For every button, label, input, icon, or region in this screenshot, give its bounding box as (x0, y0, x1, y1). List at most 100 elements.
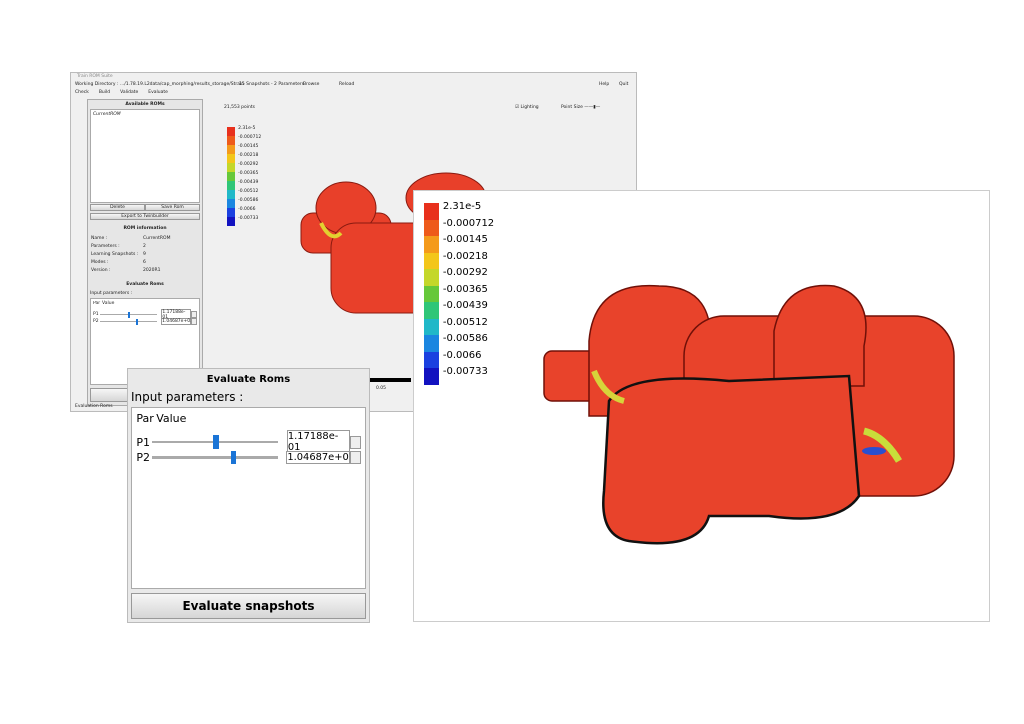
colorbar-cell (227, 199, 236, 208)
param-header: Par Value (91, 299, 199, 311)
slider-thumb[interactable] (230, 450, 237, 465)
colorbar-cell (227, 217, 236, 226)
browse-button[interactable]: Browse (303, 82, 320, 87)
param-value[interactable]: 1.17188e-01 (286, 430, 350, 455)
spin[interactable] (349, 450, 361, 464)
spin[interactable] (191, 311, 197, 318)
info-key: Learning Snapshots : (91, 252, 139, 257)
param-value[interactable]: 1.04687e+01 (286, 450, 356, 464)
info-row: Learning Snapshots : 9 (91, 252, 199, 260)
scale-label: 0.05 (376, 386, 387, 391)
param-header: Par Value (132, 408, 365, 434)
colorbar-cell (424, 335, 439, 352)
section-title: Available ROMs (125, 102, 165, 107)
colorbar-label: -0.00145 (238, 144, 259, 150)
param-value[interactable]: 1.04687e+01 (161, 318, 193, 325)
slider-thumb[interactable] (213, 435, 219, 449)
side-panel: Available ROMs CurrentROM Delete Save Ro… (87, 99, 203, 406)
colorbar-label: -0.00733 (442, 366, 488, 378)
colorbar-label: -0.00586 (442, 333, 488, 345)
point-size[interactable]: Point Size ——▮— (561, 105, 601, 110)
colorbar-cell (227, 163, 236, 172)
evaluate-button[interactable]: Evaluate snapshots (131, 593, 366, 619)
viewer-zoom: 2.31e-5 -0.000712 -0.00145 -0.00218 -0.00292… (413, 190, 990, 622)
colorbar-label: 2.31e-5 (238, 126, 256, 132)
colorbar-cell (424, 203, 439, 220)
colorbar-cell (227, 208, 236, 217)
input-label: Input parameters : (131, 390, 244, 404)
snapshot-count: 15 Snapshots - 2 Parameters (239, 82, 305, 87)
param-row: P1 1.17188e-01 (132, 430, 365, 455)
colorbar-cell (424, 368, 439, 385)
colorbar-cell (424, 318, 439, 335)
colorbar-label: -0.00218 (238, 153, 259, 159)
colorbar-cell (227, 145, 236, 154)
slider[interactable] (99, 318, 158, 325)
delete-button[interactable]: Delete (90, 204, 145, 211)
slider-thumb[interactable] (135, 318, 139, 325)
header-cell: Value (102, 301, 115, 306)
info-value: 2020R1 (143, 268, 161, 273)
rom-info: Name : CurrentROM Parameters : 2 Learning Sn… (91, 236, 199, 276)
param-name: P1 (93, 312, 99, 317)
help-button[interactable]: Help (599, 82, 610, 87)
reload-button[interactable]: Reload (339, 82, 355, 87)
colorbar-label: -0.00292 (442, 267, 488, 279)
colorbar-cell (227, 127, 236, 136)
evaluate-panel-zoom: Evaluate Roms Input parameters : Par Valu… (127, 368, 370, 623)
colorbar-label: -0.00365 (238, 171, 259, 177)
header-cell: Par (93, 301, 101, 306)
colorbar-label: -0.00439 (442, 300, 488, 312)
model (543, 284, 955, 545)
colorbar-label: -0.0066 (238, 207, 256, 213)
tab[interactable]: Validate (120, 90, 139, 95)
point-count: 21,553 points (224, 105, 255, 110)
tab[interactable]: Evaluate (148, 90, 168, 95)
section-title: Evaluate Roms (206, 374, 291, 385)
slider[interactable] (99, 311, 158, 318)
slider[interactable] (151, 435, 279, 449)
spin[interactable] (191, 318, 197, 325)
header-cell: Value (156, 412, 187, 426)
colorbar-label: -0.0066 (442, 349, 482, 361)
lighting-label: Lighting (520, 105, 539, 110)
colorbar-label: -0.00145 (442, 234, 488, 246)
working-directory: Working Directory : .../1.78.19.L2data/c… (75, 82, 245, 87)
colorbar-label: -0.000712 (238, 135, 262, 141)
info-value: 2 (143, 244, 146, 249)
input-label: Input parameters : (90, 291, 133, 296)
point-size-label: Point Size (561, 105, 583, 110)
export-button[interactable]: Export to Twinbuilder (90, 213, 200, 220)
quit-button[interactable]: Quit (619, 82, 629, 87)
colorbar-label: -0.00512 (238, 189, 259, 195)
rom-list[interactable]: CurrentROM (90, 109, 200, 203)
slider-thumb[interactable] (127, 311, 131, 318)
colorbar-label: -0.00292 (238, 162, 259, 168)
lighting-checkbox[interactable]: ☑ Lighting (515, 105, 539, 110)
colorbar-cell (227, 136, 236, 145)
colorbar-label: -0.000712 (442, 217, 495, 229)
param-row: P2 1.04687e+01 (132, 450, 365, 465)
spin[interactable] (349, 435, 361, 449)
info-key: Name : (91, 236, 108, 241)
info-row: Name : CurrentROM (91, 236, 199, 244)
tab[interactable]: Check (75, 90, 89, 95)
info-row: Modes : 6 (91, 260, 199, 268)
colorbar-cell (424, 285, 439, 302)
tab[interactable]: Build (98, 90, 111, 95)
colorbar-cell (227, 172, 236, 181)
colorbar-cell (424, 302, 439, 319)
status-bar: Evaluation Roms (75, 404, 113, 409)
param-table: Par Value P1 1.17188e-01 P2 1.04687e+01 (131, 407, 366, 589)
param-name: P2 (136, 450, 151, 464)
colorbar-cell (424, 219, 439, 236)
colorbar-cell (424, 351, 439, 368)
rom-item[interactable]: CurrentROM (93, 112, 121, 117)
colorbar-label: -0.00218 (442, 250, 488, 262)
header-cell: Par (136, 412, 154, 426)
colorbar-cell (227, 181, 236, 190)
info-row: Parameters : 2 (91, 244, 199, 252)
colorbar-label: -0.00512 (442, 316, 488, 328)
save-button[interactable]: Save Rom (145, 204, 200, 211)
slider[interactable] (151, 450, 278, 465)
